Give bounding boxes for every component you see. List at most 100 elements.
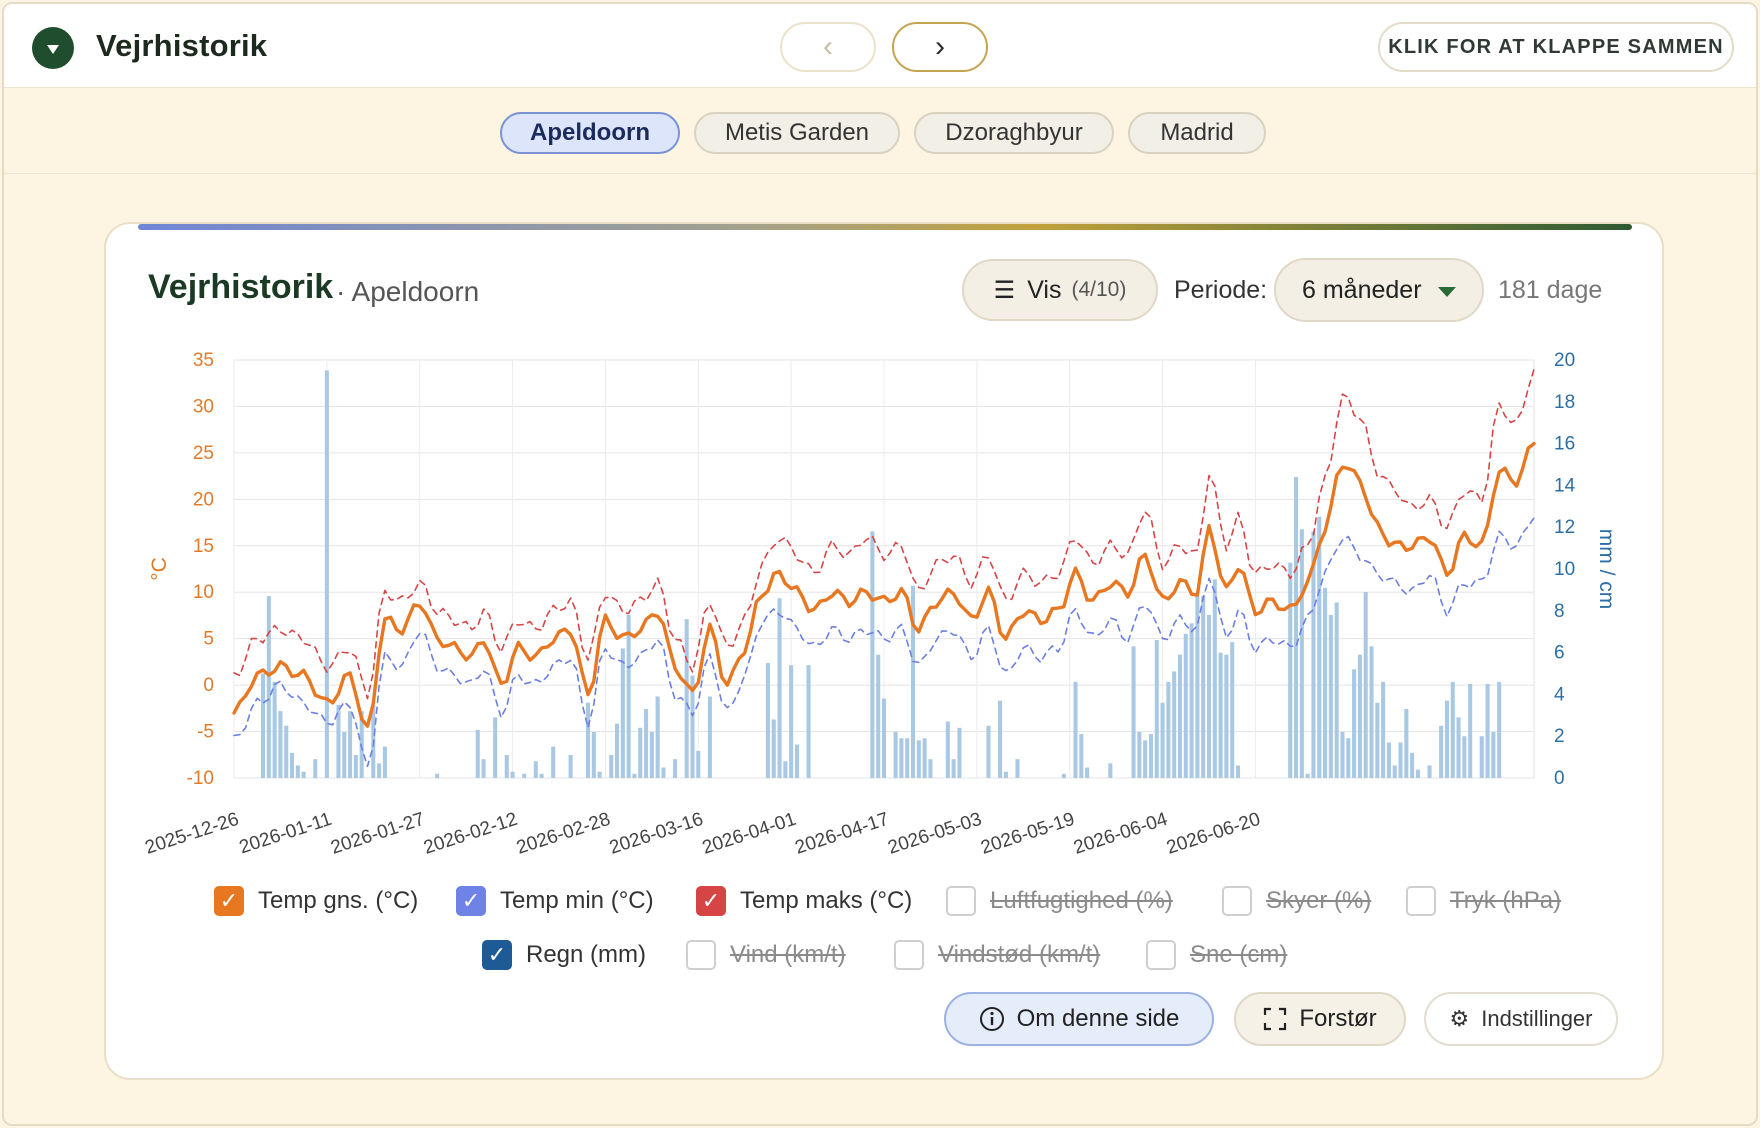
legend-pressure[interactable]: Tryk (hPa) (1406, 884, 1561, 918)
tab-metis-garden[interactable]: Metis Garden (694, 112, 900, 154)
legend-snow[interactable]: Sne (cm) (1146, 938, 1287, 972)
x-tick-label: 2026-05-19 (978, 809, 1077, 859)
legend-wind-gust[interactable]: Vindstød (km/t) (894, 938, 1100, 972)
y-left-tick-label: 35 (193, 350, 214, 371)
rain-bar (260, 673, 266, 778)
rain-bar (377, 763, 382, 778)
info-icon (979, 1006, 1005, 1032)
rain-bar (284, 725, 289, 778)
checkbox-temp-max[interactable]: ✓ (696, 886, 726, 916)
rain-bar (382, 746, 387, 778)
legend-humidity[interactable]: Luftfugtighed (%) (946, 884, 1173, 918)
rain-bar (707, 696, 712, 778)
rain-bar (765, 663, 770, 778)
y-left-tick-label: 15 (193, 536, 214, 557)
rain-bar (1177, 654, 1183, 778)
x-tick-label: 2026-01-27 (328, 809, 427, 859)
checkbox-temp-min[interactable]: ✓ (456, 886, 486, 916)
expand-button[interactable]: Forstør (1234, 992, 1406, 1046)
rain-bar (655, 696, 660, 778)
rain-bar (1166, 681, 1171, 778)
rain-bar (905, 738, 910, 778)
about-page-button[interactable]: Om denne side (944, 992, 1214, 1046)
rain-bar (585, 702, 591, 778)
x-tick-label: 2026-05-03 (885, 809, 984, 859)
collapse-toggle-button[interactable] (32, 27, 74, 69)
legend-label: Vindstød (km/t) (938, 941, 1101, 968)
rain-bar (1311, 531, 1316, 778)
checkbox-rain[interactable]: ✓ (482, 940, 512, 970)
top-bar: Vejrhistorik ‹ › KLIK FOR AT KLAPPE SAMM… (4, 4, 1756, 88)
rain-bar (951, 759, 956, 778)
x-tick-label: 2025-12-26 (143, 809, 242, 859)
collapse-all-button[interactable]: KLIK FOR AT KLAPPE SAMMEN (1378, 22, 1734, 72)
rain-bar (278, 711, 283, 778)
rain-bar (1131, 646, 1136, 778)
rain-bar (510, 771, 515, 778)
checkbox-wind[interactable] (686, 940, 716, 970)
legend-temp-max[interactable]: ✓ Temp maks (°C) (696, 884, 912, 918)
rain-bar (794, 744, 799, 778)
checkbox-snow[interactable] (1146, 940, 1176, 970)
rain-bar (1288, 562, 1293, 778)
expand-icon (1263, 1007, 1287, 1031)
rain-bar (910, 585, 916, 778)
card-accent-bar (138, 224, 1632, 230)
rain-bar (342, 732, 347, 778)
rain-bar (266, 596, 271, 778)
rain-bar (615, 723, 620, 778)
caret-down-icon (47, 45, 59, 54)
rain-bar (1230, 642, 1235, 778)
rain-bar (986, 725, 991, 778)
checkbox-pressure[interactable] (1406, 886, 1436, 916)
rain-bar (1143, 740, 1148, 778)
rain-bar (673, 759, 678, 778)
checkbox-temp-avg[interactable]: ✓ (214, 886, 244, 916)
visible-series-count: (4/10) (1071, 278, 1127, 301)
visible-series-button[interactable]: ☰ Vis (4/10) (962, 259, 1158, 321)
rain-bar (1137, 732, 1142, 778)
rain-bar (1334, 602, 1339, 778)
x-tick-label: 2026-06-04 (1071, 809, 1170, 859)
rain-bar (1305, 773, 1310, 778)
legend-label: Temp min (°C) (500, 887, 654, 914)
rain-bar (1375, 702, 1380, 778)
x-tick-label: 2026-04-01 (700, 809, 799, 859)
x-tick-label: 2026-02-12 (421, 809, 520, 859)
checkbox-humidity[interactable] (946, 886, 976, 916)
period-select[interactable]: 6 måneder (1274, 258, 1484, 322)
rain-bar (313, 759, 318, 778)
legend-temp-min[interactable]: ✓ Temp min (°C) (456, 884, 654, 918)
rain-bar (1201, 596, 1206, 778)
settings-button[interactable]: ⚙ Indstillinger (1424, 992, 1618, 1046)
rain-bar (899, 738, 904, 778)
expand-label: Forstør (1299, 1005, 1377, 1032)
rain-bar (1212, 579, 1217, 778)
rain-bar (626, 614, 631, 778)
tab-dzoraghbyur[interactable]: Dzoraghbyur (914, 112, 1114, 154)
next-button[interactable]: › (892, 22, 988, 72)
rain-bar (696, 750, 701, 778)
tab-apeldoorn[interactable]: Apeldoorn (500, 112, 680, 154)
days-count: 181 dage (1498, 276, 1603, 304)
legend-label: Sne (cm) (1190, 941, 1288, 968)
rain-bar (348, 711, 353, 778)
y-right-tick-label: 0 (1554, 768, 1565, 789)
y-left-tick-label: 5 (203, 629, 214, 650)
legend-rain[interactable]: ✓ Regn (mm) (482, 938, 646, 972)
rain-bar (295, 765, 300, 778)
previous-button[interactable]: ‹ (780, 22, 876, 72)
rain-bar (928, 759, 933, 778)
checkbox-wind-gust[interactable] (894, 940, 924, 970)
tab-madrid[interactable]: Madrid (1128, 112, 1266, 154)
legend-clouds[interactable]: Skyer (%) (1222, 884, 1371, 918)
rain-bar (945, 721, 950, 778)
checkmark-icon: ✓ (219, 888, 239, 913)
legend-wind[interactable]: Vind (km/t) (686, 938, 846, 972)
gear-icon: ⚙ (1449, 1006, 1470, 1031)
rain-bar (533, 761, 538, 778)
rain-bar (661, 767, 666, 778)
rain-bar (1323, 587, 1328, 778)
checkbox-clouds[interactable] (1222, 886, 1252, 916)
legend-temp-avg[interactable]: ✓ Temp gns. (°C) (214, 884, 418, 918)
